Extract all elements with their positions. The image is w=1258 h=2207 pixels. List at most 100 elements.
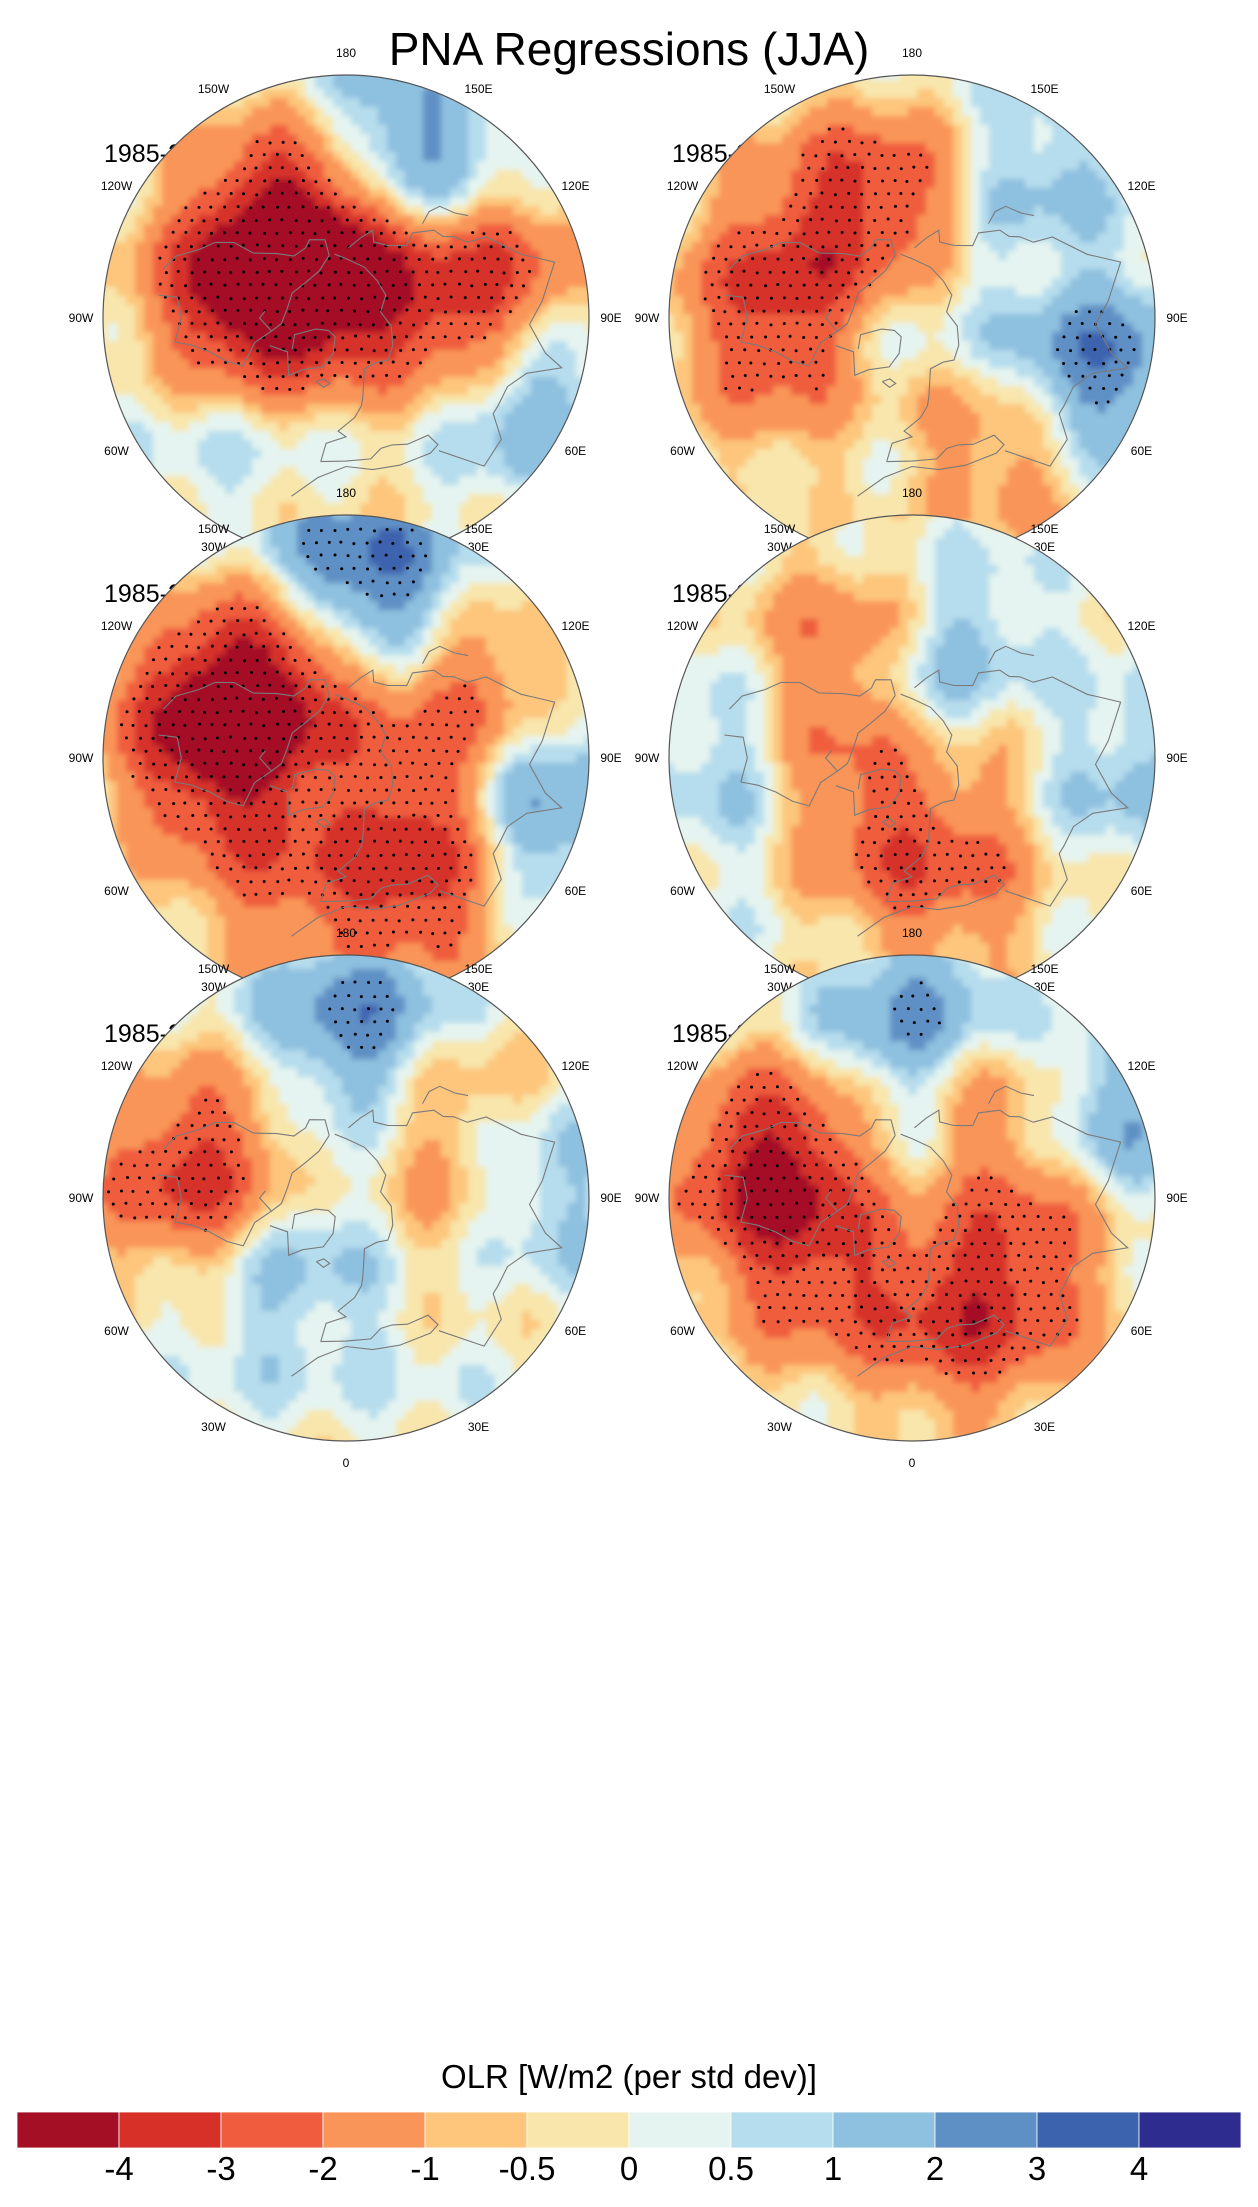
field-cell [333,413,343,423]
stipple-dot [398,321,402,325]
field-cell [917,152,927,162]
field-cell [468,512,478,522]
field-cell [180,476,190,486]
field-cell [243,287,253,297]
field-cell [369,170,379,180]
stipple-dot [412,243,416,247]
field-cell [477,224,487,234]
field-cell [585,107,589,117]
field-cell [917,89,927,99]
field-cell [585,449,589,459]
field-cell [360,350,370,360]
field-cell [669,75,675,81]
field-cell [315,170,325,180]
field-cell [692,314,702,324]
stipple-dot [236,205,240,209]
field-cell [1151,134,1155,144]
field-cell [576,269,586,279]
field-cell [971,278,981,288]
field-cell [459,395,469,405]
stipple-dot [301,308,305,312]
field-cell [450,197,460,207]
stipple-dot [229,244,233,248]
field-cell [998,143,1008,153]
field-cell [459,341,469,351]
field-cell [872,269,882,279]
field-cell [216,332,226,342]
field-cell [764,296,774,306]
field-cell [576,476,586,486]
field-cell [818,75,828,81]
field-cell [504,75,514,81]
field-cell [782,152,792,162]
stipple-dot [256,349,260,353]
field-cell [836,215,846,225]
field-cell [216,413,226,423]
field-cell [728,206,738,216]
field-cell [1034,206,1044,216]
field-cell [746,251,756,261]
field-cell [1016,107,1026,117]
field-cell [153,458,163,468]
field-cell [126,206,136,216]
field-cell [270,152,280,162]
field-cell [899,296,909,306]
field-cell [414,179,424,189]
field-cell [998,233,1008,243]
field-cell [270,485,280,495]
field-cell [845,197,855,207]
field-cell [378,206,388,216]
field-cell [270,350,280,360]
field-cell [396,494,406,504]
field-cell [126,287,136,297]
field-cell [1007,305,1017,315]
field-cell [387,251,397,261]
field-cell [1097,188,1107,198]
field-cell [558,485,568,495]
field-cell [477,368,487,378]
field-cell [800,251,810,261]
field-cell [504,440,514,450]
field-cell [701,260,711,270]
field-cell [396,161,406,171]
field-cell [360,467,370,477]
field-cell [279,422,289,432]
field-cell [405,278,415,288]
field-cell [782,125,792,135]
stipple-dot [190,271,194,275]
field-cell [669,161,675,171]
field-cell [162,188,172,198]
field-cell [486,449,496,459]
field-cell [773,75,783,81]
field-cell [818,125,828,135]
stipple-dot [267,296,271,300]
field-cell [1052,161,1062,171]
field-cell [881,75,891,81]
stipple-dot [347,322,351,326]
field-cell [387,503,397,513]
field-cell [971,152,981,162]
field-cell [103,458,109,468]
field-cell [432,413,442,423]
stipple-dot [223,308,227,312]
field-cell [495,188,505,198]
field-cell [827,233,837,243]
field-cell [414,188,424,198]
field-cell [450,314,460,324]
field-cell [324,503,334,513]
field-cell [755,152,765,162]
field-cell [513,476,523,486]
field-cell [468,251,478,261]
field-cell [935,242,945,252]
field-cell [153,161,163,171]
field-cell [899,206,909,216]
field-cell [531,422,541,432]
field-cell [1043,305,1053,315]
stipple-dot [313,232,317,236]
field-cell [297,386,307,396]
field-cell [477,512,487,522]
field-cell [899,260,909,270]
field-cell [845,179,855,189]
field-cell [315,503,325,513]
field-cell [162,98,172,108]
